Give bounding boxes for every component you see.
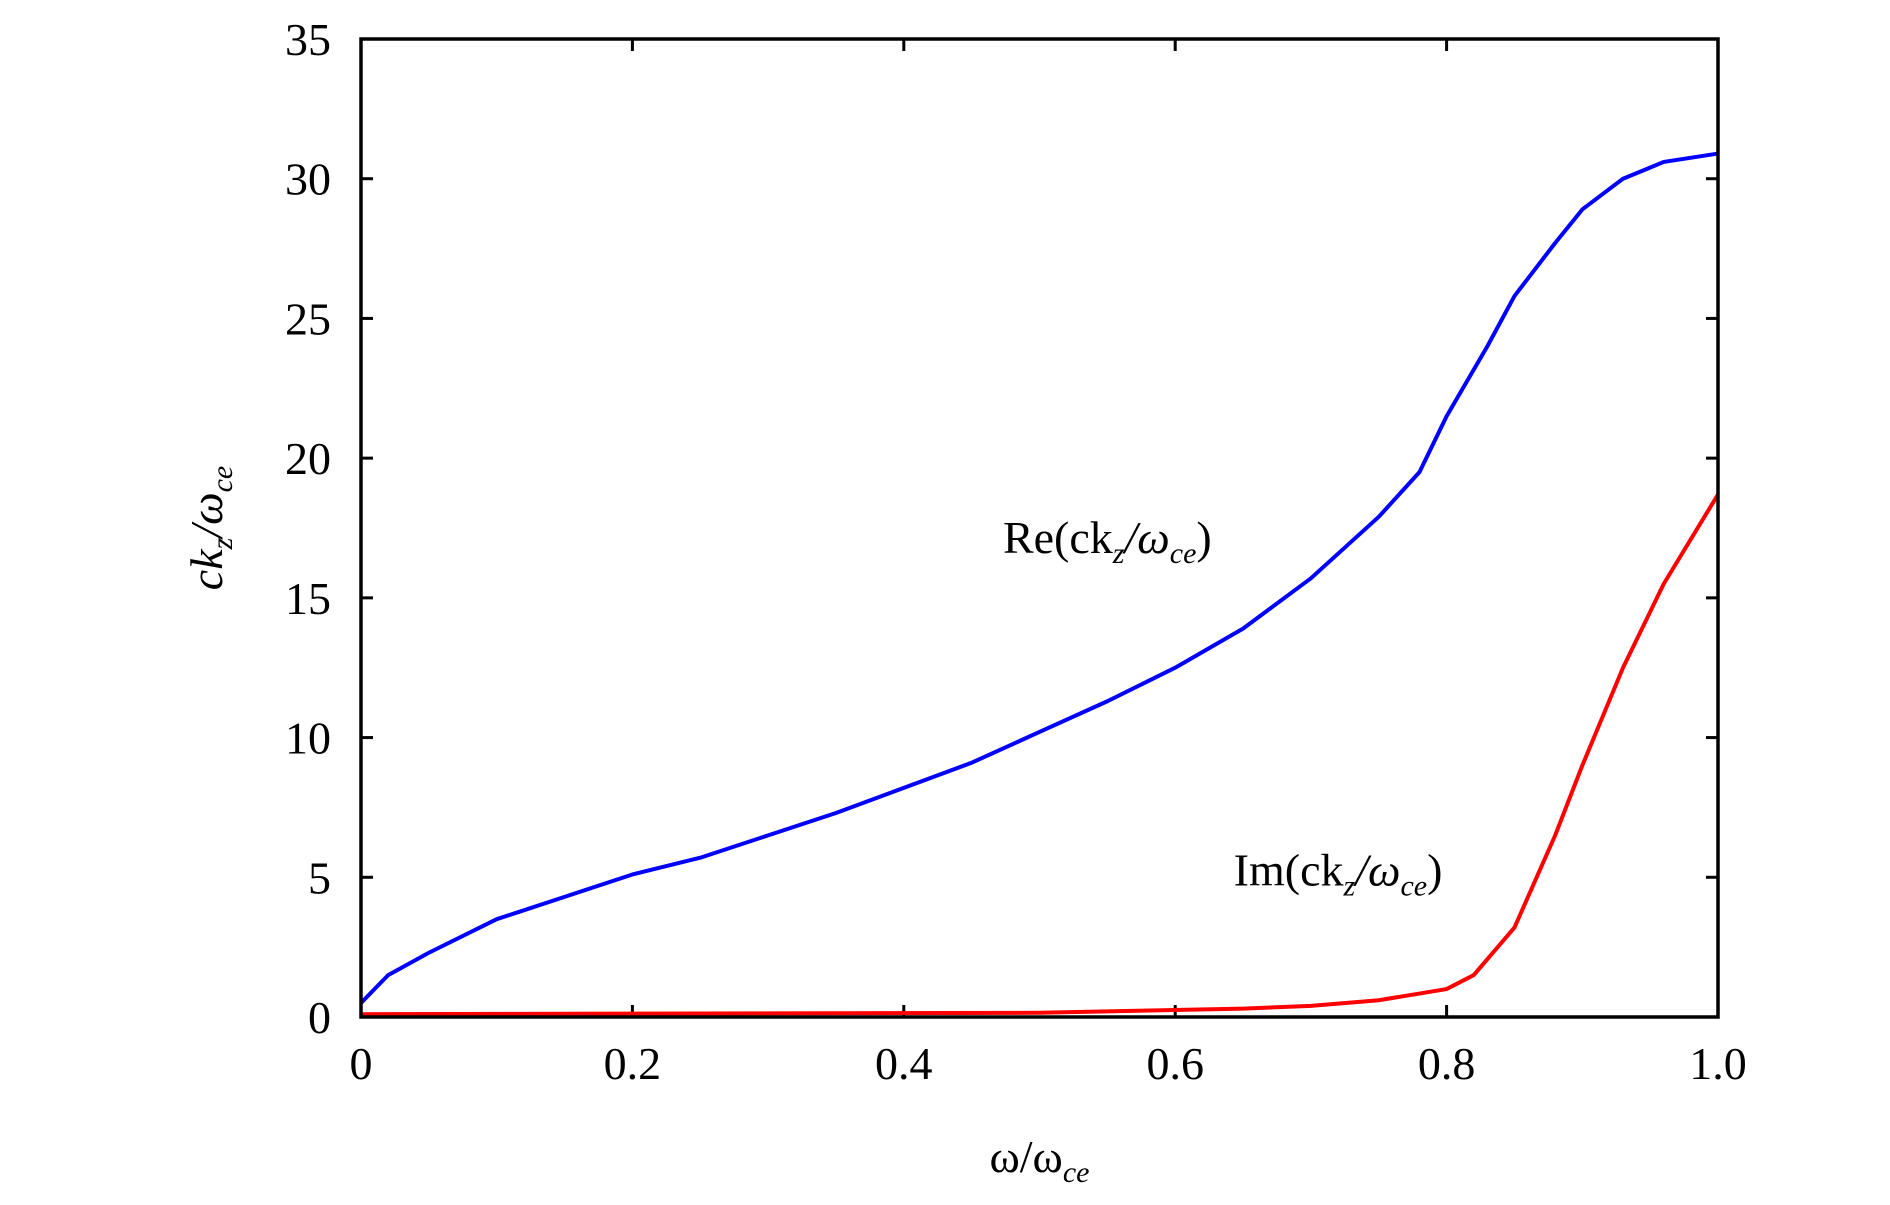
plot-frame <box>359 37 1720 1019</box>
y-tick-label: 5 <box>308 852 331 903</box>
series-label-part: z <box>1112 537 1125 570</box>
y-tick-label: 0 <box>308 992 331 1043</box>
x-tick-label: 0.2 <box>604 1038 662 1089</box>
series-label-part: ce <box>1170 537 1197 570</box>
x-tick-label: 1.0 <box>1689 1038 1747 1089</box>
x-tick-label: 0.8 <box>1418 1038 1476 1089</box>
x-tick-label: 0.4 <box>875 1038 933 1089</box>
series-label-part: ce <box>1400 870 1427 903</box>
y-tick-label: 15 <box>285 573 331 624</box>
y-tick-label: 30 <box>285 154 331 205</box>
series-label-part: Im(ck <box>1234 845 1344 896</box>
y-axis-label-part: ce <box>206 466 239 493</box>
series-label-part: ) <box>1427 845 1442 896</box>
line <box>359 151 1719 1005</box>
x-axis-label-part: ω/ω <box>990 1131 1063 1182</box>
y-axis-label-part: z <box>206 537 239 550</box>
y-tick-label: 20 <box>285 433 331 484</box>
series-label-part: ) <box>1196 512 1211 563</box>
x-axis-label: ω/ωce <box>990 1131 1090 1189</box>
y-axis-label-part: /ω <box>181 492 232 540</box>
x-axis-label-part: ce <box>1063 1156 1090 1189</box>
y-axis-label-part: ck <box>181 548 232 590</box>
series-label-part: Re(ck <box>1003 512 1113 563</box>
x-tick-label: 0 <box>350 1038 373 1089</box>
y-tick-label: 25 <box>285 293 331 344</box>
x-tick-label: 0.6 <box>1146 1038 1204 1089</box>
y-tick-label: 35 <box>285 14 331 65</box>
series-label-part: /ω <box>1352 845 1400 896</box>
series-label: Im(ckz/ωce) <box>1234 845 1443 903</box>
line <box>360 493 1720 1017</box>
series-label-part: /ω <box>1121 512 1169 563</box>
y-axis-label: ckz/ωce <box>181 466 239 590</box>
series-label: Re(ckz/ωce) <box>1003 512 1212 570</box>
series-label-part: z <box>1343 870 1356 903</box>
y-tick-label: 10 <box>285 713 331 764</box>
